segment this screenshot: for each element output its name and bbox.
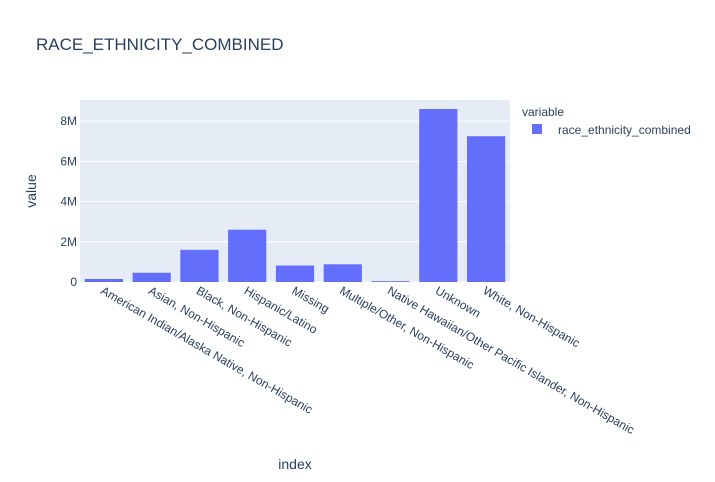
x-tick-label: White, Non-Hispanic	[481, 283, 583, 350]
legend-swatch[interactable]	[532, 124, 542, 134]
bar[interactable]	[323, 264, 362, 282]
legend-title: variable	[522, 105, 564, 119]
y-tick-label: 2M	[60, 235, 77, 249]
legend-item-label[interactable]: race_ethnicity_combined	[558, 123, 691, 137]
bar[interactable]	[84, 278, 123, 282]
bar[interactable]	[371, 281, 410, 282]
bars	[84, 109, 506, 283]
bar[interactable]	[419, 109, 458, 283]
x-axis-ticks: American Indian/Alaska Native, Non-Hispa…	[98, 283, 637, 437]
y-axis-title: value	[23, 174, 39, 208]
legend[interactable]: variable race_ethnicity_combined	[522, 105, 691, 137]
y-tick-label: 6M	[60, 154, 77, 168]
y-tick-label: 0	[70, 275, 77, 289]
y-tick-label: 4M	[60, 195, 77, 209]
y-axis-ticks: 0 2M 4M 6M 8M	[60, 114, 77, 289]
x-axis-title: index	[278, 456, 311, 472]
bar[interactable]	[180, 249, 219, 282]
bar[interactable]	[467, 136, 506, 282]
bar[interactable]	[275, 265, 315, 282]
chart-title: RACE_ETHNICITY_COMBINED	[36, 35, 283, 54]
bar[interactable]	[228, 229, 267, 282]
bar[interactable]	[132, 272, 171, 282]
y-tick-label: 8M	[60, 114, 77, 128]
